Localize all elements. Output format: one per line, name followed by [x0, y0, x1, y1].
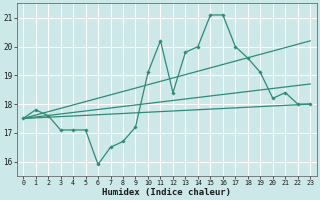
X-axis label: Humidex (Indice chaleur): Humidex (Indice chaleur): [102, 188, 231, 197]
